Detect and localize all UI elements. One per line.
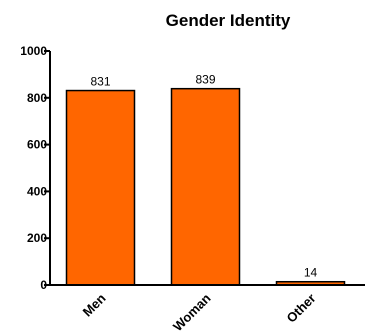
x-tick-label-woman: Woman (170, 290, 214, 334)
y-tick-label: 0 (40, 278, 47, 292)
chart-title: Gender Identity (166, 11, 291, 30)
data-labels: 831 839 14 (90, 73, 317, 280)
bar-woman (170, 87, 241, 286)
y-tick-label: 1000 (20, 44, 47, 58)
y-tick-label: 200 (27, 231, 47, 245)
data-label-woman: 839 (195, 73, 215, 87)
data-label-other: 14 (304, 266, 318, 280)
data-label-men: 831 (90, 75, 110, 89)
x-axis-labels: Men Woman Other (80, 290, 319, 334)
y-axis-ticks: 0 200 400 600 800 1000 (20, 44, 50, 292)
y-tick-label: 600 (27, 138, 47, 152)
x-tick-label-other: Other (283, 291, 318, 326)
y-tick-label: 400 (27, 184, 47, 198)
y-tick-label: 800 (27, 91, 47, 105)
bars (65, 87, 346, 286)
bar-men (65, 89, 136, 286)
x-tick-label-men: Men (80, 290, 109, 319)
